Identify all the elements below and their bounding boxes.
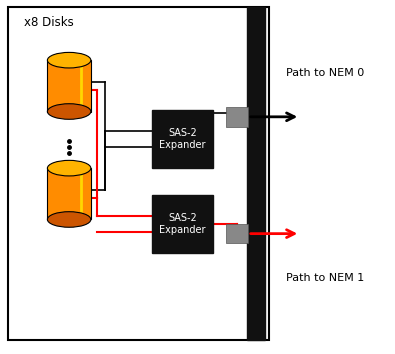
Bar	[152, 110, 213, 168]
Polygon shape	[47, 168, 91, 219]
Bar	[226, 107, 248, 126]
Bar	[226, 224, 248, 244]
Bar	[152, 195, 213, 253]
Text: Path to NEM 1: Path to NEM 1	[286, 273, 365, 283]
Bar	[247, 7, 265, 340]
Ellipse shape	[47, 104, 91, 119]
Text: SAS-2
Expander: SAS-2 Expander	[160, 213, 206, 235]
Text: Path to NEM 0: Path to NEM 0	[286, 68, 365, 78]
Ellipse shape	[47, 160, 91, 176]
Bar	[8, 7, 269, 340]
Text: x8 Disks: x8 Disks	[24, 16, 73, 29]
Polygon shape	[47, 60, 91, 112]
Ellipse shape	[47, 212, 91, 227]
Ellipse shape	[47, 52, 91, 68]
Text: SAS-2
Expander: SAS-2 Expander	[160, 128, 206, 150]
